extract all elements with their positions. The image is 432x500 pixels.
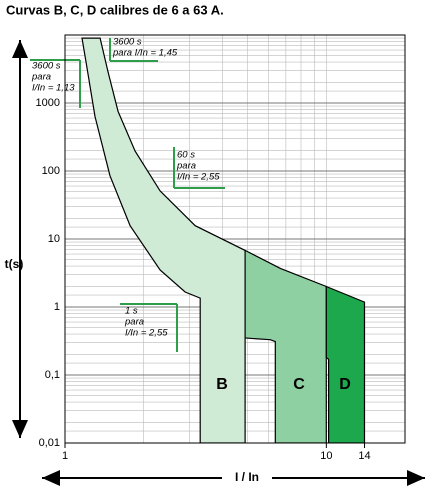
y-tick-label: 100 xyxy=(42,165,60,177)
x-tick-label: 1 xyxy=(62,450,68,462)
annotation-text: para I/In = 1,45 xyxy=(112,48,178,59)
x-tick-label: 10 xyxy=(320,450,332,462)
y-tick-label: 1 xyxy=(54,301,60,313)
y-tick-label: 0,01 xyxy=(39,437,60,449)
x-axis-label: I / In xyxy=(235,470,259,484)
annotation-text: 1 s xyxy=(125,306,138,317)
x-label-bg xyxy=(222,469,272,487)
y-axis-label: t(s) xyxy=(5,257,24,271)
region-area xyxy=(244,249,327,443)
region-area xyxy=(81,37,246,443)
y-tick-label: 10 xyxy=(48,233,60,245)
region-area xyxy=(325,285,366,443)
annotation-text: I/In = 1,13 xyxy=(32,83,75,94)
annotation-text: 60 s xyxy=(177,150,195,161)
annotation-text: para xyxy=(124,317,144,328)
y-tick-label: 0,1 xyxy=(45,369,60,381)
annotation-text: para xyxy=(176,161,196,172)
chart-title: Curvas B, C, D calibres de 6 a 63 A. xyxy=(6,2,224,17)
annotation-text: 3600 s xyxy=(113,37,142,48)
plot-areas xyxy=(81,37,366,443)
annotation-text: I/In = 2,55 xyxy=(125,328,168,339)
region-label: B xyxy=(216,376,228,393)
region-label: D xyxy=(339,376,351,393)
y-tick-label: 1000 xyxy=(36,97,60,109)
x-tick-label: 14 xyxy=(358,450,370,462)
region-label: C xyxy=(293,376,305,393)
annotation-text: 3600 s xyxy=(32,61,61,72)
plot-frame xyxy=(64,34,406,444)
annotation-text: para xyxy=(31,72,51,83)
annotation-text: I/In = 2,55 xyxy=(177,172,220,183)
